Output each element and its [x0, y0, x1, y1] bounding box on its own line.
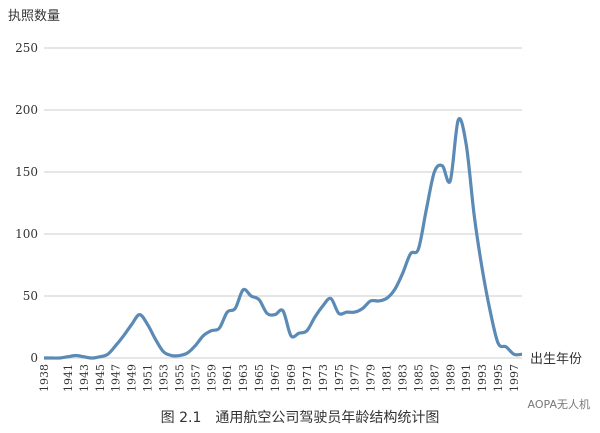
- x-axis-label: 出生年份: [530, 352, 582, 367]
- x-tick-label: 1943: [78, 364, 91, 392]
- x-tick-label: 1949: [126, 364, 139, 392]
- x-tick-label: 1983: [397, 364, 410, 392]
- x-tick-label: 1955: [173, 364, 186, 392]
- x-tick-label: 1977: [349, 364, 362, 392]
- x-tick-label: 1969: [285, 364, 298, 392]
- watermark: AOPA无人机: [528, 397, 590, 411]
- x-tick-label: 1979: [365, 364, 378, 392]
- x-tick-label: 1991: [460, 364, 473, 392]
- y-tick-label: 50: [23, 289, 38, 303]
- x-tick-label: 1985: [412, 364, 425, 392]
- x-tick-label: 1963: [237, 364, 250, 392]
- y-tick-label: 0: [30, 351, 38, 365]
- x-tick-label: 1945: [94, 364, 107, 392]
- x-tick-label: 1957: [189, 364, 202, 392]
- x-tick-label: 1987: [428, 364, 441, 392]
- caption: 图 2.1 通用航空公司驾驶员年龄结构统计图: [161, 410, 440, 426]
- x-tick-label: 1981: [381, 364, 394, 392]
- x-tick-label: 1947: [110, 364, 123, 392]
- x-tick-label: 1993: [476, 364, 489, 392]
- x-tick-label: 1971: [301, 364, 314, 392]
- x-tick-label: 1951: [142, 364, 155, 392]
- x-tick-label: 1941: [62, 364, 75, 392]
- y-tick-label: 200: [15, 103, 38, 117]
- y-axis-label: 执照数量: [8, 9, 60, 24]
- x-tick-label: 1953: [158, 364, 171, 392]
- y-tick-label: 100: [15, 227, 38, 241]
- y-tick-label: 250: [15, 41, 38, 55]
- x-tick-label: 1938: [38, 364, 51, 392]
- x-tick-label: 1997: [508, 364, 521, 392]
- x-tick-label: 1967: [269, 364, 282, 392]
- x-tick-label: 1961: [221, 364, 234, 392]
- x-tick-label: 1995: [492, 364, 505, 392]
- x-tick-label: 1989: [444, 364, 457, 392]
- x-tick-label: 1975: [333, 364, 346, 392]
- x-tick-label: 1965: [253, 364, 266, 392]
- y-tick-label: 150: [15, 165, 38, 179]
- x-tick-label: 1973: [317, 364, 330, 392]
- data-line: [44, 117, 523, 360]
- x-tick-label: 1959: [205, 364, 218, 392]
